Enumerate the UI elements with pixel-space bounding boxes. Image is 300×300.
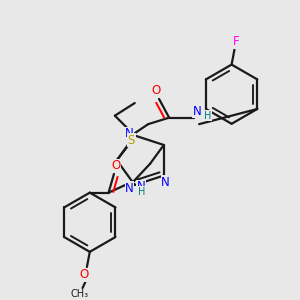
Text: N: N [137, 180, 146, 193]
Text: H: H [204, 111, 211, 121]
Text: CH₃: CH₃ [70, 290, 89, 299]
Text: N: N [125, 127, 134, 140]
Text: O: O [80, 268, 88, 281]
Text: O: O [111, 159, 120, 172]
Text: N: N [125, 182, 134, 195]
Text: N: N [193, 105, 202, 118]
Text: F: F [233, 35, 240, 48]
Text: H: H [138, 187, 146, 197]
Text: S: S [128, 134, 135, 147]
Text: O: O [152, 84, 161, 98]
Text: N: N [161, 176, 170, 188]
